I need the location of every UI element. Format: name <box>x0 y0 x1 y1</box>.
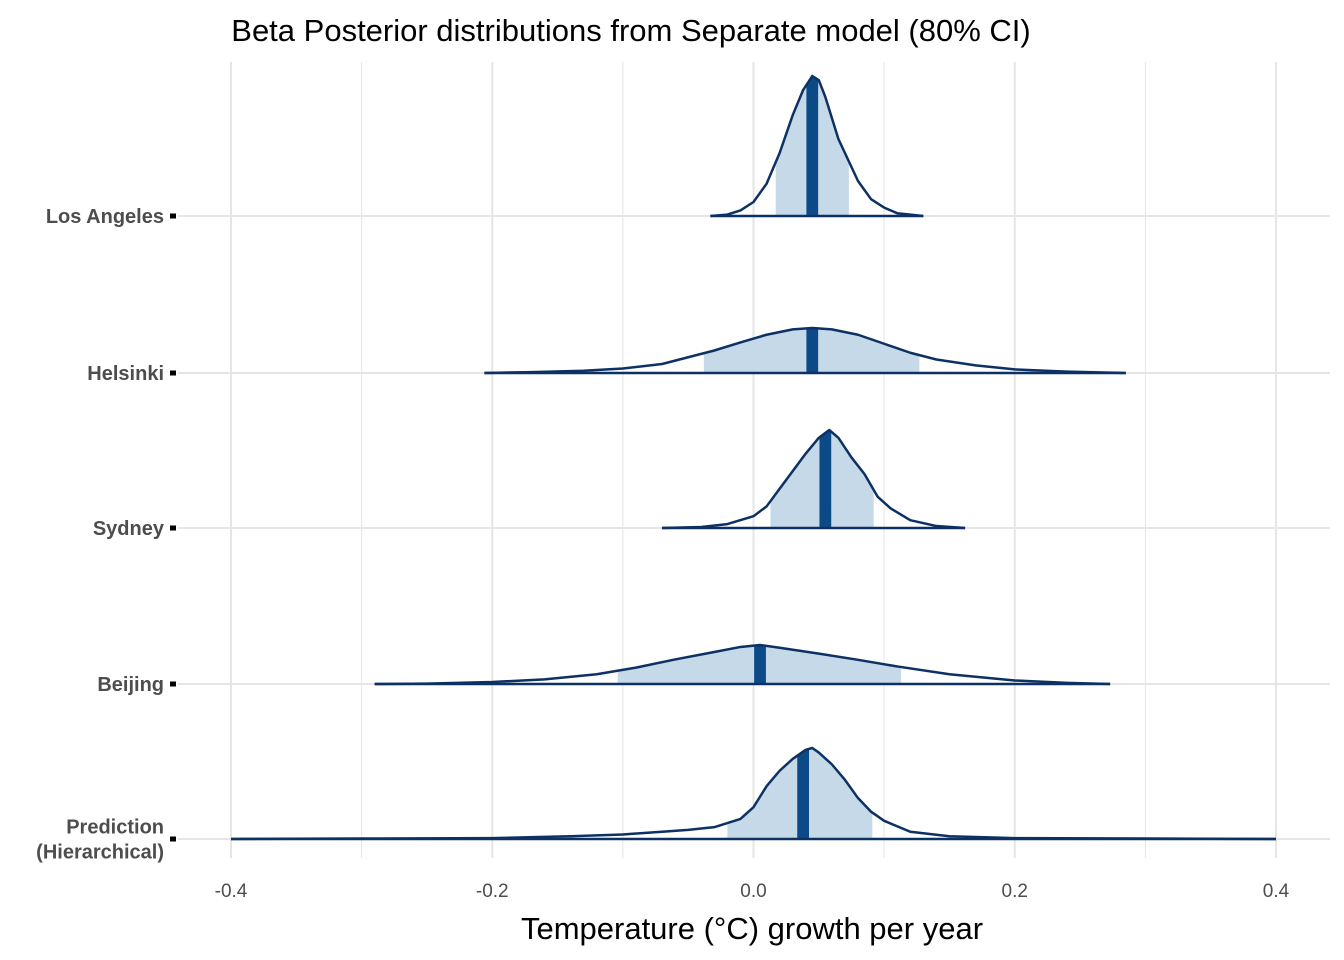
ridge-beijing <box>374 643 1111 686</box>
y-tick-mark <box>170 525 176 531</box>
y-tick-label: Helsinki <box>87 363 164 385</box>
density-curve <box>230 746 1277 841</box>
x-tick-label: -0.4 <box>215 881 248 902</box>
x-axis-title: Temperature (°C) growth per year <box>521 911 983 946</box>
density-curve <box>662 428 966 530</box>
y-tick-label: Beijing <box>97 674 164 696</box>
density-curve <box>484 326 1126 375</box>
median-band <box>806 328 819 373</box>
y-tick-label: Los Angeles <box>46 206 164 228</box>
y-tick-mark <box>170 836 176 842</box>
density-curve <box>374 643 1111 686</box>
median-band <box>819 430 832 528</box>
x-tick-label: 0.0 <box>740 881 766 902</box>
y-tick-mark <box>170 213 176 219</box>
y-axis-labels: Los Angeles Helsinki Sydney Beijing Predicti… <box>36 206 176 864</box>
median-band <box>754 645 766 684</box>
x-axis-labels: -0.4 -0.2 0.0 0.2 0.4 <box>215 881 1290 902</box>
chart-title: Beta Posterior distributions from Separa… <box>231 13 1030 48</box>
density-curve <box>710 74 924 218</box>
gridlines <box>178 62 1330 858</box>
ridge-los-angeles <box>710 74 924 218</box>
density-ridges <box>230 74 1277 841</box>
median-band <box>806 76 819 216</box>
x-tick-label: 0.2 <box>1002 881 1028 902</box>
ridge-prediction <box>230 746 1277 841</box>
x-tick-label: -0.2 <box>476 881 509 902</box>
y-tick-mark <box>170 370 176 376</box>
y-tick-label: Prediction (Hierarchical) <box>36 817 164 864</box>
median-band <box>797 748 810 839</box>
ridge-helsinki <box>484 326 1126 375</box>
x-tick-label: 0.4 <box>1263 881 1290 902</box>
ridge-sydney <box>662 428 966 530</box>
y-tick-label: Sydney <box>93 518 165 540</box>
y-tick-mark <box>170 681 176 687</box>
